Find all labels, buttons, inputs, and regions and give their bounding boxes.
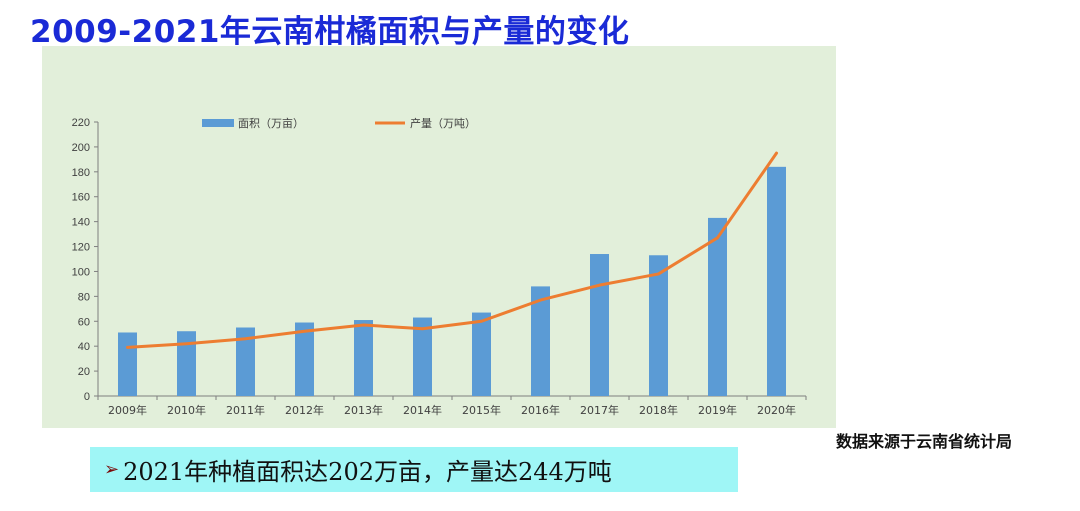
bar-area-2020年 bbox=[767, 166, 786, 396]
y-tick-label: 100 bbox=[72, 266, 90, 278]
x-tick-label: 2010年 bbox=[167, 403, 206, 417]
x-tick-label: 2011年 bbox=[226, 403, 265, 417]
x-tick-label: 2019年 bbox=[698, 403, 737, 417]
bar-area-2019年 bbox=[708, 217, 727, 396]
y-tick-label: 140 bbox=[72, 217, 90, 229]
bar-area-2015年 bbox=[472, 312, 491, 396]
y-tick-label: 220 bbox=[72, 117, 90, 129]
x-tick-label: 2014年 bbox=[403, 403, 442, 417]
x-tick-label: 2020年 bbox=[757, 403, 796, 417]
legend-label-area: 面积（万亩） bbox=[238, 116, 304, 130]
y-tick-label: 60 bbox=[78, 316, 90, 328]
x-tick-label: 2012年 bbox=[285, 403, 324, 417]
x-tick-label: 2015年 bbox=[462, 403, 501, 417]
bar-area-2009年 bbox=[118, 332, 137, 396]
bar-area-2016年 bbox=[531, 286, 550, 396]
bar-area-2014年 bbox=[413, 317, 432, 396]
summary-text: 2021年种植面积达202万亩，产量达244万吨 bbox=[123, 458, 612, 486]
chart-area: 0 20 40 60 80 100 120 140 160 180 200 220 2009年 2010年… bbox=[42, 46, 836, 428]
bar-area-2011年 bbox=[236, 327, 255, 396]
x-tick-label: 2009年 bbox=[108, 403, 147, 417]
x-tick-label: 2013年 bbox=[344, 403, 383, 417]
bar-area-2013年 bbox=[354, 320, 373, 396]
y-tick-label: 120 bbox=[72, 242, 90, 254]
bar-area-2012年 bbox=[295, 322, 314, 396]
y-tick-label: 160 bbox=[72, 192, 90, 204]
x-tick-label: 2016年 bbox=[521, 403, 560, 417]
x-tick-label: 2017年 bbox=[580, 403, 619, 417]
legend-swatch-area bbox=[202, 119, 234, 127]
area-production-chart: 0 20 40 60 80 100 120 140 160 180 200 220 2009年 2010年… bbox=[72, 116, 807, 417]
arrow-bullet-icon: ➢ bbox=[104, 459, 120, 480]
summary-banner: ➢ 2021年种植面积达202万亩，产量达244万吨 bbox=[90, 447, 738, 492]
page-title: 2009-2021年云南柑橘面积与产量的变化 bbox=[30, 14, 630, 50]
bar-area-2018年 bbox=[649, 255, 668, 396]
y-tick-label: 80 bbox=[78, 291, 90, 303]
x-tick-label: 2018年 bbox=[639, 403, 678, 417]
y-tick-label: 20 bbox=[78, 366, 90, 378]
bar-area-2017年 bbox=[590, 254, 609, 396]
y-tick-label: 40 bbox=[78, 341, 90, 353]
legend-label-production: 产量（万吨） bbox=[410, 116, 476, 130]
y-tick-label: 180 bbox=[72, 167, 90, 179]
data-source-note: 数据来源于云南省统计局 bbox=[836, 432, 1013, 451]
line-production bbox=[126, 151, 778, 349]
bar-area-2010年 bbox=[177, 331, 196, 396]
y-tick-label: 200 bbox=[72, 142, 90, 154]
y-tick-label: 0 bbox=[84, 391, 90, 403]
